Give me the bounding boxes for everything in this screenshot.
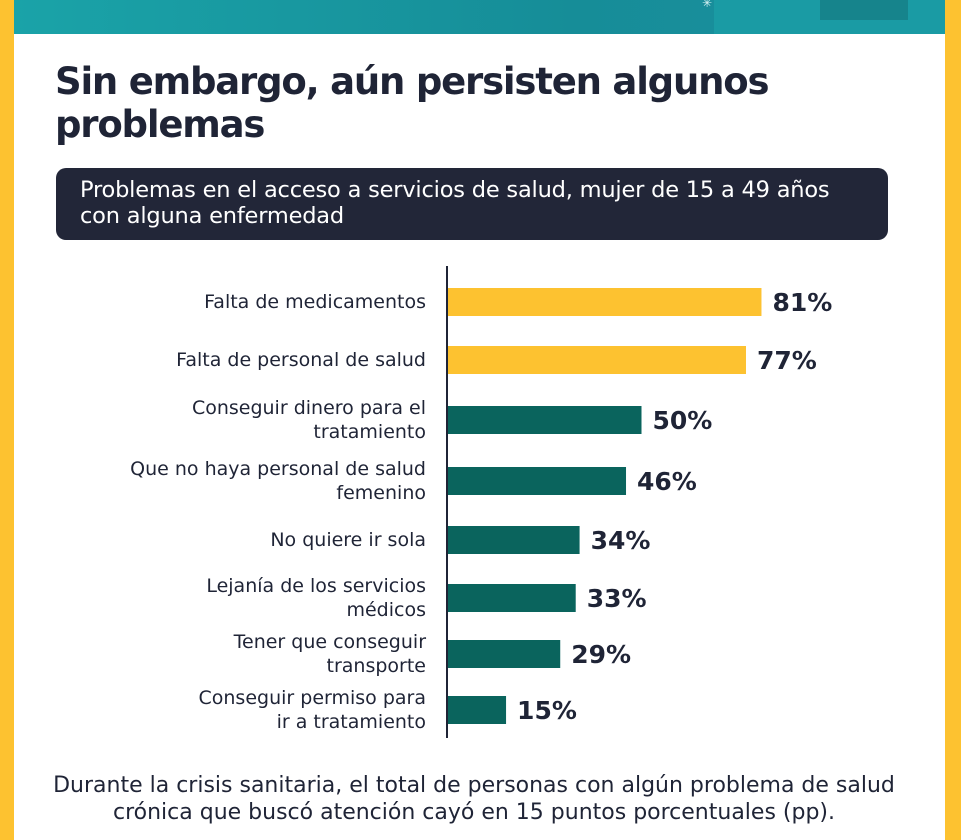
chart-title: Problemas en el acceso a servicios de sa… xyxy=(80,177,830,229)
bar-2 xyxy=(448,346,746,374)
bar-4 xyxy=(448,467,627,495)
value-label-5: 34% xyxy=(591,526,651,555)
value-label-8: 15% xyxy=(517,696,577,725)
category-label-3: Conseguir dinero para el tratamiento xyxy=(192,397,426,443)
bar-6 xyxy=(448,584,576,612)
sparkle-icon: ✳ xyxy=(702,0,713,10)
category-label-1: Falta de medicamentos xyxy=(204,291,426,313)
value-label-4: 46% xyxy=(637,467,697,496)
bar-3 xyxy=(448,406,642,434)
value-label-3: 50% xyxy=(653,406,713,435)
value-label-1: 81% xyxy=(772,288,832,317)
category-label-5: No quiere ir sola xyxy=(270,529,426,551)
category-label-6: Lejanía de los servicios médicos xyxy=(206,575,426,621)
page-title: Sin embargo, aún persisten algunos probl… xyxy=(55,60,769,146)
header-decoration-box xyxy=(820,0,908,20)
category-label-8: Conseguir permiso para ir a tratamiento xyxy=(199,687,427,733)
category-label-4: Que no haya personal de salud femenino xyxy=(130,458,426,504)
bar-5 xyxy=(448,526,580,554)
footnote: Durante la crisis sanitaria, el total de… xyxy=(53,773,895,825)
bar-1 xyxy=(448,288,762,316)
category-label-7: Tener que conseguir transporte xyxy=(233,631,427,677)
value-label-2: 77% xyxy=(757,346,817,375)
value-label-6: 33% xyxy=(587,584,647,613)
value-label-7: 29% xyxy=(571,640,631,669)
category-label-2: Falta de personal de salud xyxy=(176,349,426,371)
bar-8 xyxy=(448,696,507,724)
chart-title-box: Problemas en el acceso a servicios de sa… xyxy=(56,168,888,240)
bar-7 xyxy=(448,640,561,668)
